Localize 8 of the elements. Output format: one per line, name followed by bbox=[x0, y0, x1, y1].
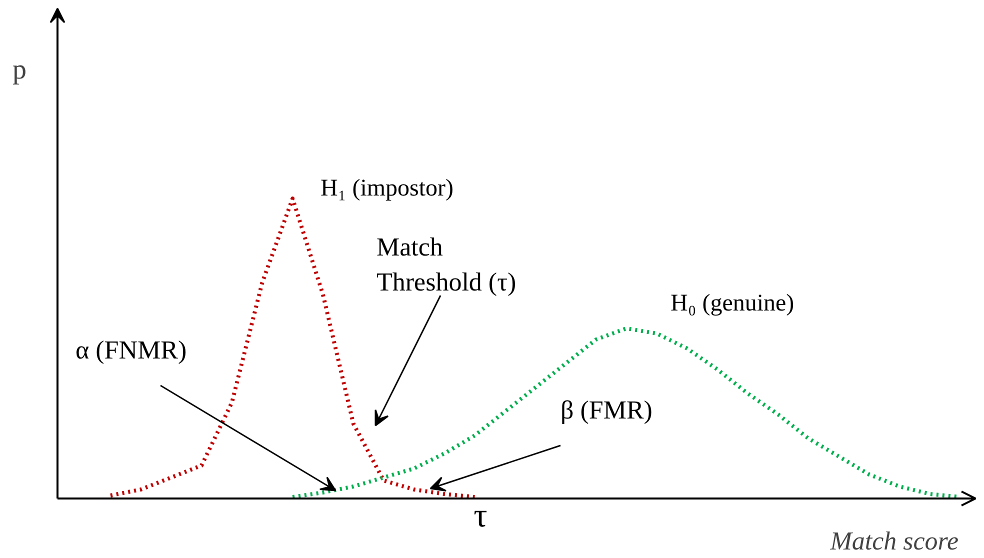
y-axis-title: p bbox=[12, 54, 26, 86]
annotation: τ bbox=[474, 498, 488, 534]
x-axis-title: Match score bbox=[829, 526, 959, 556]
series-label: H₁ (impostor) bbox=[320, 176, 454, 202]
annotation: β (FMR) bbox=[560, 396, 652, 424]
annotation: Match Threshold (τ) bbox=[376, 232, 516, 296]
annotation: α (FNMR) bbox=[76, 336, 187, 364]
series-label: H₀ (genuine) bbox=[670, 290, 794, 316]
